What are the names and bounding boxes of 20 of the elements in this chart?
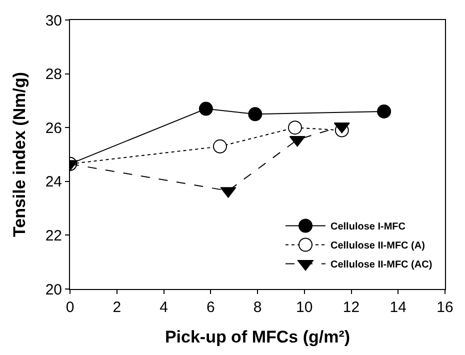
- y-tick-label: 28: [45, 66, 62, 84]
- y-tick-label: 22: [45, 227, 62, 244]
- x-tick-label: 0: [66, 299, 74, 316]
- x-tick-label: 12: [342, 299, 360, 316]
- y-tick-label: 30: [45, 12, 62, 30]
- y-tick-label: 20: [45, 281, 62, 298]
- y-axis-title: Tensile index (Nm/g): [10, 72, 29, 237]
- x-tick-label: 6: [206, 299, 215, 316]
- x-tick-label: 16: [436, 299, 454, 316]
- x-tick-label: 8: [253, 299, 262, 316]
- y-tick-label: 24: [45, 174, 62, 191]
- legend-label: Cellulose I-MFC: [330, 222, 406, 233]
- x-axis-title: Pick-up of MFCs (g/m²): [164, 327, 350, 346]
- legend-label: Cellulose II-MFC (AC): [330, 260, 432, 271]
- x-tick-label: 4: [160, 299, 168, 316]
- legend-label: Cellulose II-MFC (A): [330, 240, 425, 252]
- x-tick-label: 2: [112, 299, 122, 316]
- y-tick-label: 26: [45, 120, 62, 137]
- x-tick-label: 10: [296, 299, 313, 316]
- x-tick-label: 14: [390, 299, 406, 316]
